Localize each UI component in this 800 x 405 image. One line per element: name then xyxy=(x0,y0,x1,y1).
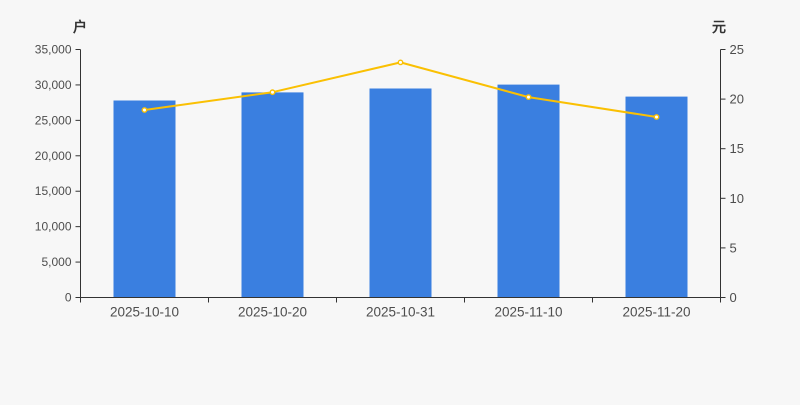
bar-2025-10-10[interactable] xyxy=(113,100,176,298)
left-axis-tick-label: 5,000 xyxy=(41,255,71,269)
bar-2025-11-20[interactable] xyxy=(625,96,688,298)
x-axis-label: 2025-11-10 xyxy=(494,305,562,320)
right-axis-tick-label: 0 xyxy=(730,290,737,305)
right-axis-tick-label: 10 xyxy=(730,191,744,206)
left-axis-tick-label: 30,000 xyxy=(35,78,72,92)
line-point-2025-11-20[interactable] xyxy=(653,114,660,120)
left-axis-tick-label: 10,000 xyxy=(35,220,72,234)
bar-2025-10-31[interactable] xyxy=(369,88,432,298)
bar-2025-11-10[interactable] xyxy=(497,84,560,298)
right-axis-tick-label: 20 xyxy=(730,92,744,107)
line-point-2025-10-10[interactable] xyxy=(141,107,148,113)
bar-2025-10-20[interactable] xyxy=(241,92,304,298)
right-axis-tick-label: 15 xyxy=(730,141,744,156)
left-axis-unit-label: 户 xyxy=(73,19,87,35)
line-point-2025-10-20[interactable] xyxy=(269,89,276,96)
line-point-2025-11-10[interactable] xyxy=(525,94,532,101)
left-axis-tick-label: 25,000 xyxy=(35,113,72,127)
left-axis-tick-label: 20,000 xyxy=(35,149,72,163)
x-axis-label: 2025-10-20 xyxy=(238,305,307,320)
x-axis-label: 2025-10-31 xyxy=(366,305,435,320)
x-axis-label: 2025-10-10 xyxy=(110,305,179,320)
left-axis-tick-label: 35,000 xyxy=(35,43,72,57)
right-axis-tick-label: 25 xyxy=(730,42,744,57)
line-point-2025-10-31[interactable] xyxy=(397,59,404,66)
x-axis-label: 2025-11-20 xyxy=(622,305,690,320)
left-axis-tick-label: 0 xyxy=(65,291,72,305)
right-axis-unit-label: 元 xyxy=(712,19,726,35)
right-axis-tick-label: 5 xyxy=(730,240,737,255)
left-axis-tick-label: 15,000 xyxy=(35,184,72,198)
